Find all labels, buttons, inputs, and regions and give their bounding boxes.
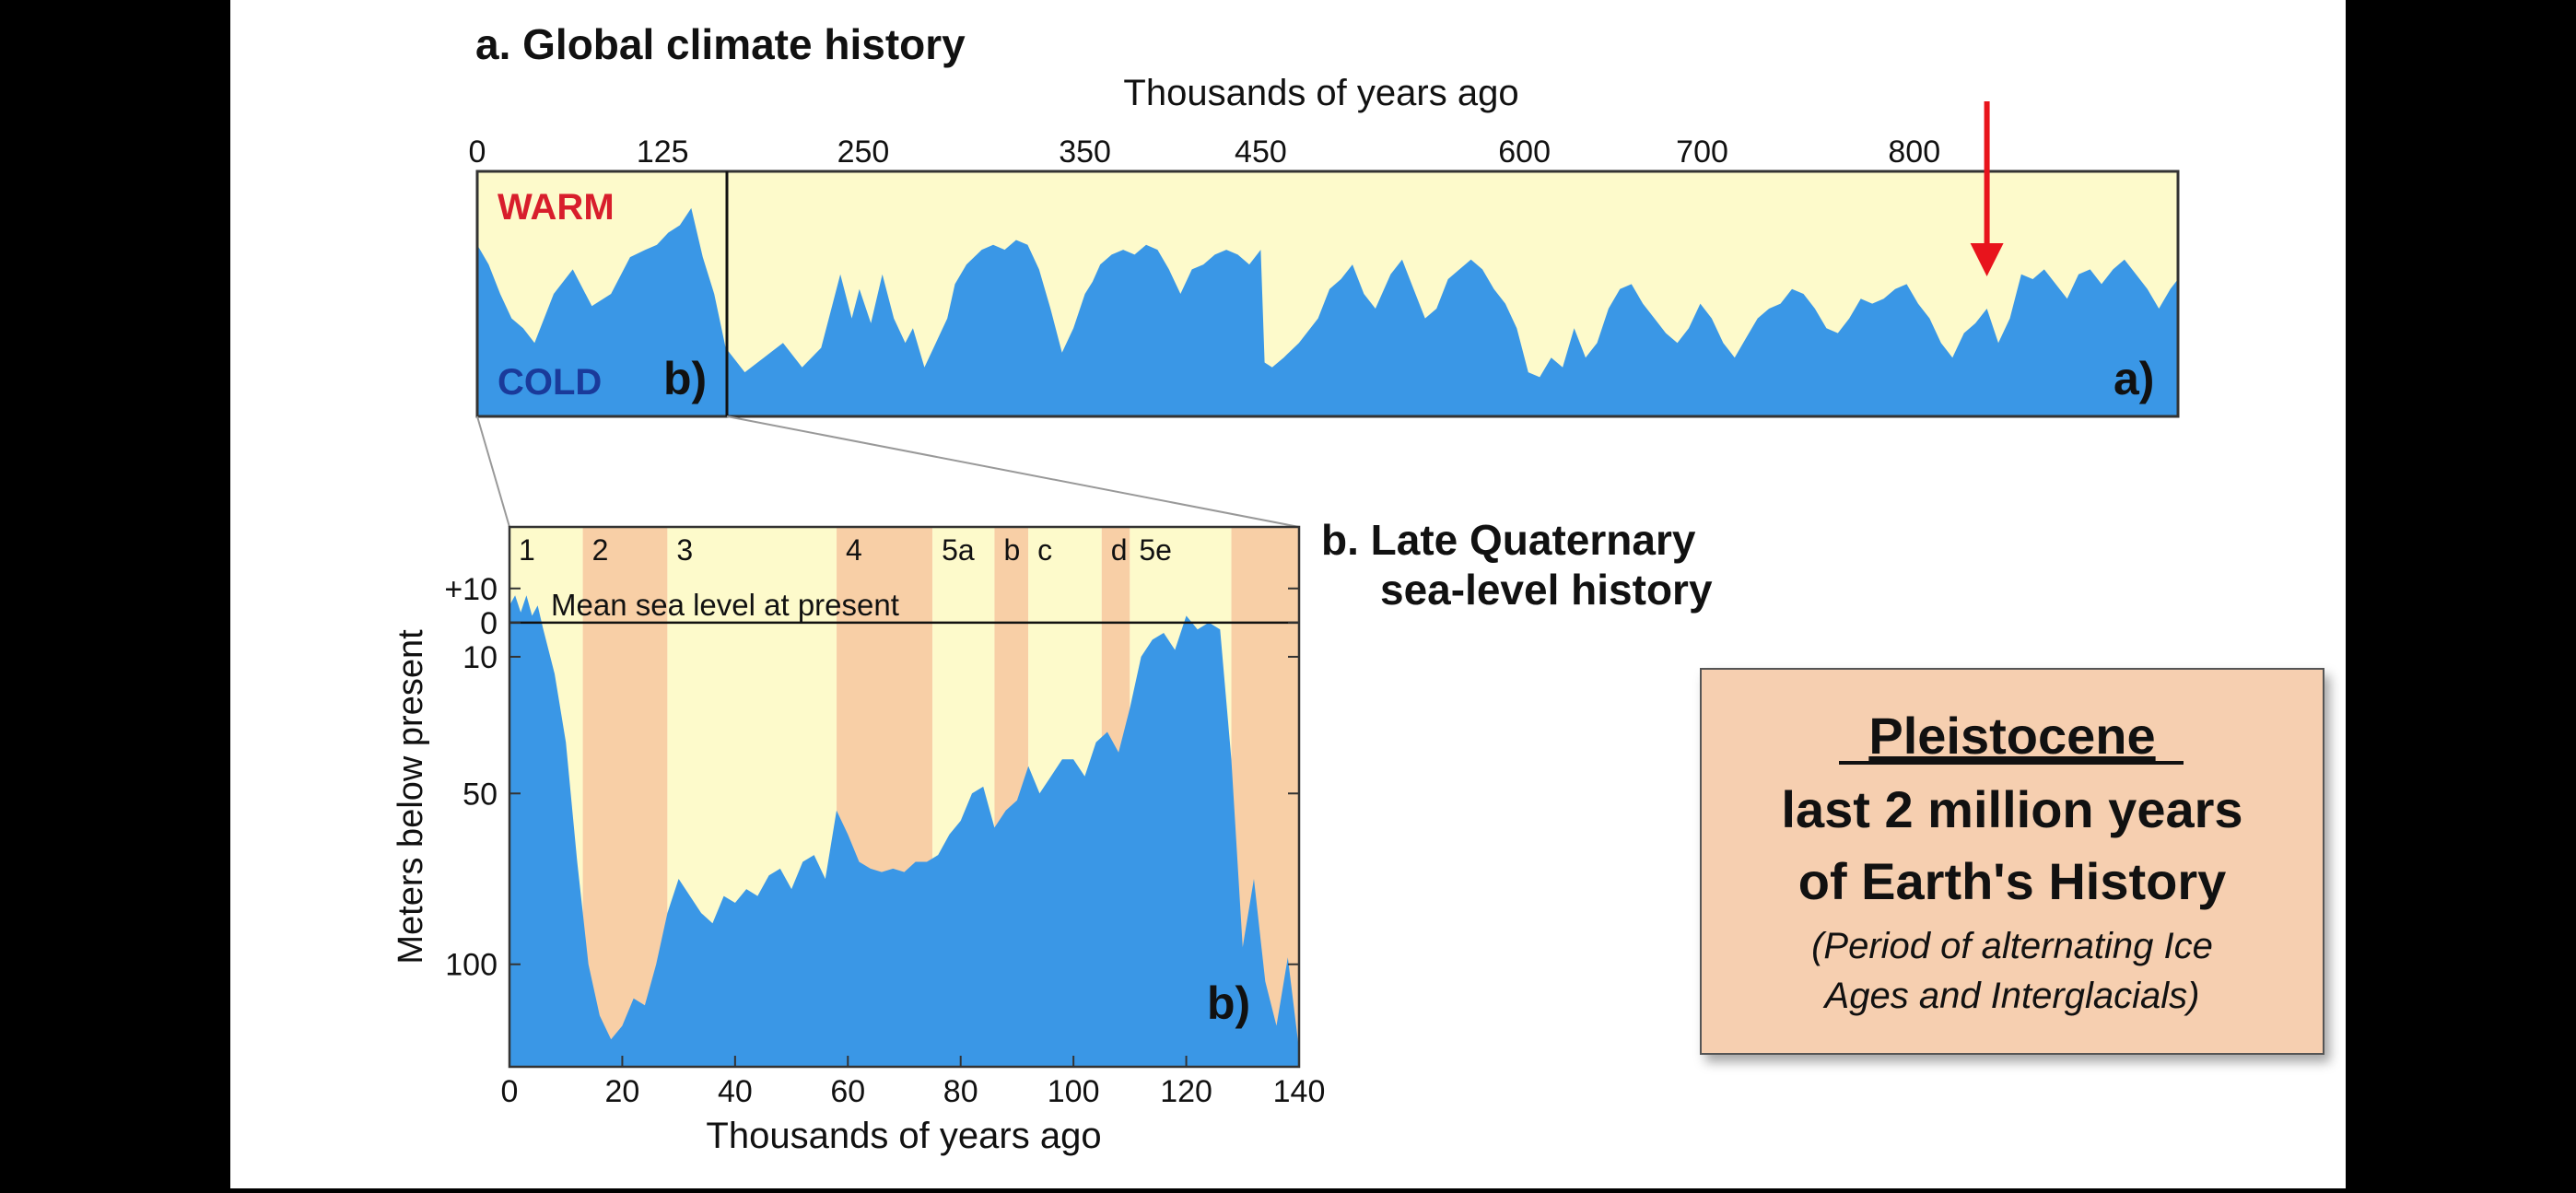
panel-a-label: a) xyxy=(2113,353,2154,404)
info-box: Pleistocene last 2 million years of Eart… xyxy=(1700,668,2324,1055)
panel-b-frame xyxy=(508,525,1301,1069)
panel-b-y-tick-label: +10 xyxy=(444,572,498,607)
panel-b-x-tick-label: 100 xyxy=(1048,1074,1100,1109)
panel-b-y-tick-label: 10 xyxy=(463,640,498,675)
panel-b-y-axis-title: Meters below present xyxy=(392,629,430,965)
stage-label: 1 xyxy=(519,533,535,567)
stage-label: d xyxy=(1111,533,1128,567)
info-box-note-line1: (Period of alternating Ice xyxy=(1811,926,2213,966)
panel-b-x-tick-label: 120 xyxy=(1160,1074,1212,1109)
panel-a-x-tick-label: 0 xyxy=(469,135,486,170)
stage-label: 5e xyxy=(1139,533,1172,567)
info-box-line1: last 2 million years xyxy=(1781,780,2242,838)
warm-label: WARM xyxy=(498,187,615,228)
panel-a-x-tick-label: 700 xyxy=(1676,135,1728,170)
panel-b-title-line2: sea-level history xyxy=(1380,566,1713,614)
stage-label: b xyxy=(1003,533,1020,567)
panel-a-x-tick-label: 350 xyxy=(1059,135,1111,170)
info-box-title: Pleistocene xyxy=(1868,707,2155,765)
panel-b-x-tick-label: 60 xyxy=(830,1074,865,1109)
cold-label: COLD xyxy=(498,362,602,403)
panel-a-x-tick-label: 800 xyxy=(1888,135,1940,170)
panel-b-y-tick-label: 0 xyxy=(480,606,498,641)
panel-a-x-tick-label: 600 xyxy=(1498,135,1551,170)
panel-b-x-tick-label: 140 xyxy=(1273,1074,1326,1109)
panel-b-label: b) xyxy=(1207,977,1250,1029)
info-box-note-line2: Ages and Interglacials) xyxy=(1823,976,2200,1016)
panel-a-title: a. Global climate history xyxy=(475,20,966,68)
panel-b-x-tick-label: 0 xyxy=(501,1074,519,1109)
panel-b-x-ticks: 0 20 40 60 80 100 120 140 xyxy=(501,1056,1326,1109)
sea-level-area xyxy=(509,595,1299,1067)
panel-b-title-line1: b. Late Quaternary xyxy=(1321,516,1696,564)
mean-sea-level-label: Mean sea level at present xyxy=(551,588,899,622)
stage-label: c xyxy=(1037,533,1052,567)
zoom-connector-left xyxy=(476,415,510,528)
stage-label: 5a xyxy=(942,533,975,567)
panel-b-x-axis-title: Thousands of years ago xyxy=(706,1116,1101,1156)
panel-b-x-tick-label: 80 xyxy=(943,1074,978,1109)
red-arrow-down-icon xyxy=(1970,101,2004,276)
panel-a-x-ticks: 0 125 250 350 450 600 700 800 xyxy=(469,135,1940,184)
panel-a-x-tick-label: 125 xyxy=(637,135,689,170)
stage-label: 3 xyxy=(676,533,693,567)
stage-label: 4 xyxy=(846,533,862,567)
panel-a-zoom-label: b) xyxy=(663,353,707,404)
stage-labels: 1 2 3 4 5a b c d 5e xyxy=(519,533,1172,567)
panel-a-frame xyxy=(475,170,2180,418)
panel-a-x-tick-label: 250 xyxy=(837,135,890,170)
panel-b-y-tick-label: 100 xyxy=(445,948,498,983)
info-box-line2: of Earth's History xyxy=(1798,852,2227,910)
stage-label: 2 xyxy=(592,533,609,567)
panel-b-x-tick-label: 20 xyxy=(605,1074,640,1109)
panel-a-x-axis-title: Thousands of years ago xyxy=(1123,73,1518,113)
panel-a-climate-area xyxy=(477,207,2178,416)
zoom-connector-right xyxy=(726,415,1300,528)
panel-b-y-tick-label: 50 xyxy=(463,777,498,812)
panel-b-x-tick-label: 40 xyxy=(718,1074,753,1109)
panel-a-x-tick-label: 450 xyxy=(1235,135,1287,170)
